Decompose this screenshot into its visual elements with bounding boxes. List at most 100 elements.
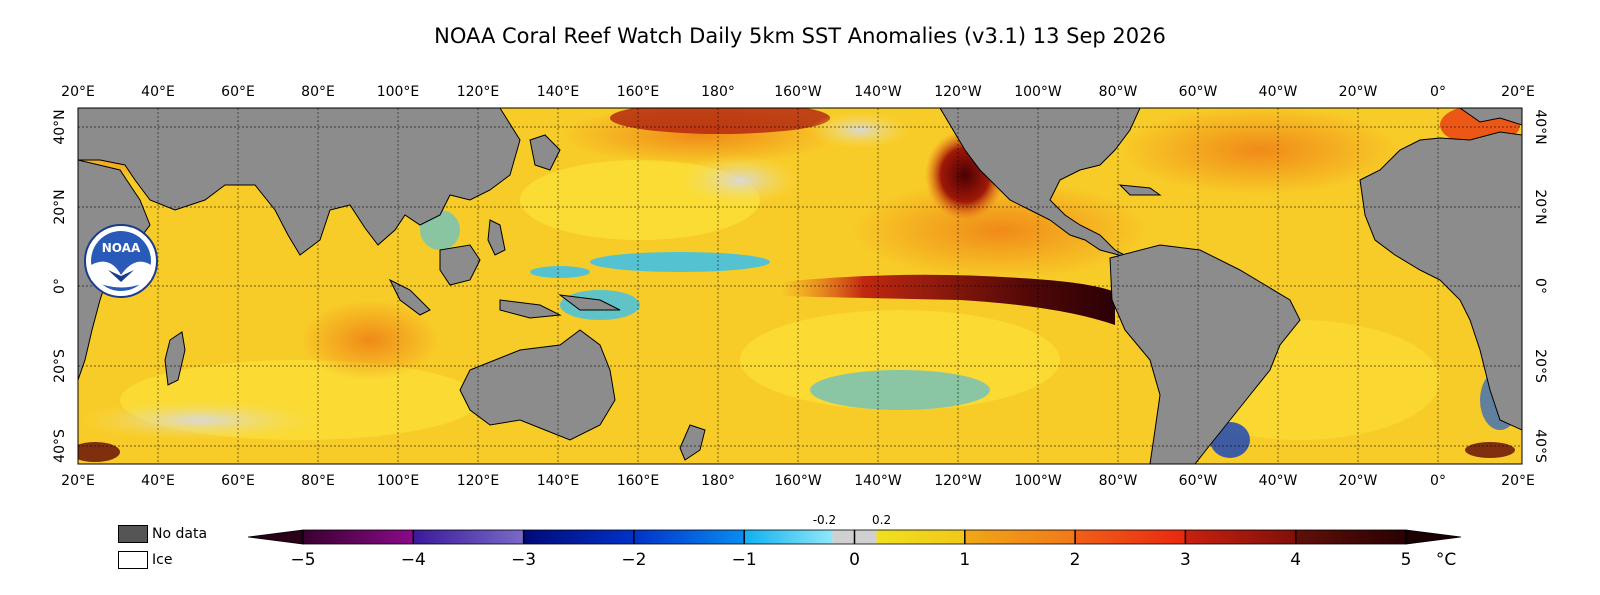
lon-label: 100°E <box>377 473 420 489</box>
colorbar-segment <box>303 530 414 544</box>
lon-label: 140°W <box>854 84 902 100</box>
colorbar-segment <box>1295 530 1406 544</box>
colorbar-segment <box>1075 530 1186 544</box>
lon-label: 40°E <box>141 473 175 489</box>
lat-label: 0° <box>1532 278 1548 294</box>
colorbar-segment <box>1185 530 1296 544</box>
lon-label: 60°E <box>221 473 255 489</box>
lat-labels-left: 40°N 20°N 0° 20°S 40°S <box>52 109 68 463</box>
colorbar-tick-label: −5 <box>290 550 315 570</box>
land-north-america <box>939 108 1141 259</box>
ice-label: Ice <box>152 552 173 568</box>
lat-label: 0° <box>52 278 68 294</box>
colorbar-unit: °C <box>1436 550 1456 570</box>
colorbar-tick-label: −1 <box>732 550 757 570</box>
land-masses <box>78 108 1522 464</box>
colorbar-segment <box>744 530 833 544</box>
lon-label: 0° <box>1430 84 1446 100</box>
lon-label: 180° <box>701 473 735 489</box>
colorbar-tick-label: 1 <box>959 550 970 570</box>
land-africa-europe-east <box>1359 131 1522 431</box>
colorbar-tick-label: 4 <box>1290 550 1301 570</box>
legend: No data Ice <box>118 523 238 575</box>
colorbar-tick-label: −2 <box>621 550 646 570</box>
lat-label: 40°N <box>52 109 68 144</box>
lon-labels-top: 20°E 40°E 60°E 80°E 100°E 120°E 140°E 160°E 180°… <box>61 84 1535 100</box>
colorbar-near-zero-label: -0.2 <box>813 513 836 527</box>
lon-label: 80°W <box>1099 84 1138 100</box>
colorbar-tick-label: −3 <box>511 550 536 570</box>
map-title: NOAA Coral Reef Watch Daily 5km SST Anom… <box>434 24 1166 48</box>
lon-label: 100°W <box>1014 473 1062 489</box>
lon-label: 80°E <box>301 473 335 489</box>
no-data-swatch <box>118 525 148 543</box>
lon-label: 60°W <box>1179 84 1218 100</box>
lon-label: 160°E <box>617 84 660 100</box>
lon-label: 100°W <box>1014 84 1062 100</box>
lat-label: 20°N <box>52 189 68 224</box>
lon-label: 140°E <box>537 84 580 100</box>
lon-label: 20°W <box>1339 84 1378 100</box>
lon-label: 40°W <box>1259 473 1298 489</box>
land-south-america <box>1109 244 1301 464</box>
lon-label: 0° <box>1430 473 1446 489</box>
colorbar: −5 −4 −3 −2 −1 0 1 2 3 4 5 -0.2 0.2 °C <box>247 513 1462 570</box>
lat-label: 40°S <box>1532 429 1548 463</box>
lat-label: 20°N <box>1532 189 1548 224</box>
lat-label: 20°S <box>1532 349 1548 383</box>
lon-label: 120°W <box>934 473 982 489</box>
legend-no-data: No data <box>118 523 238 545</box>
colorbar-low-extend <box>247 529 304 545</box>
land-africa-eurasia-west <box>78 108 521 256</box>
lat-label: 20°S <box>52 349 68 383</box>
lon-label: 160°W <box>774 473 822 489</box>
lon-label: 20°W <box>1339 473 1378 489</box>
colorbar-tick-label: 2 <box>1070 550 1081 570</box>
lon-label: 180° <box>701 84 735 100</box>
lat-labels-right: 40°N 20°N 0° 20°S 40°S <box>1532 109 1548 463</box>
ice-swatch <box>118 551 148 569</box>
lat-label: 40°S <box>52 429 68 463</box>
colorbar-tick-label: 5 <box>1401 550 1412 570</box>
lon-label: 20°E <box>1501 473 1535 489</box>
colorbar-segment <box>633 530 745 544</box>
lon-label: 140°E <box>537 473 580 489</box>
colorbar-near-zero-label: 0.2 <box>872 513 891 527</box>
lon-label: 80°W <box>1099 473 1138 489</box>
lon-label: 140°W <box>854 473 902 489</box>
lon-label: 40°W <box>1259 84 1298 100</box>
lat-label: 40°N <box>1532 109 1548 144</box>
lon-label: 80°E <box>301 84 335 100</box>
colorbar-tick-label: 3 <box>1180 550 1191 570</box>
colorbar-segment <box>413 530 524 544</box>
land-indonesia <box>439 244 481 286</box>
lon-label: 160°W <box>774 84 822 100</box>
lon-label: 60°E <box>221 84 255 100</box>
map-frame <box>77 107 1523 465</box>
lon-label: 120°W <box>934 84 982 100</box>
colorbar-segment <box>523 530 634 544</box>
legend-ice: Ice <box>118 549 238 571</box>
lon-label: 160°E <box>617 473 660 489</box>
colorbar-tick-label: −4 <box>401 550 426 570</box>
graticule <box>78 108 1522 464</box>
colorbar-high-extend <box>1405 529 1462 545</box>
lon-label: 20°E <box>61 473 95 489</box>
lon-label: 100°E <box>377 84 420 100</box>
land-australia <box>459 329 616 441</box>
lon-labels-bottom: 20°E 40°E 60°E 80°E 100°E 120°E 140°E 160°E 180°… <box>61 473 1535 489</box>
colorbar-segment <box>964 530 1076 544</box>
lon-label: 120°E <box>457 84 500 100</box>
no-data-label: No data <box>152 526 208 542</box>
lon-label: 120°E <box>457 473 500 489</box>
lon-label: 20°E <box>1501 84 1535 100</box>
colorbar-tick-label: 0 <box>849 550 860 570</box>
lon-label: 60°W <box>1179 473 1218 489</box>
lon-label: 20°E <box>61 84 95 100</box>
noaa-logo: NOAA <box>84 224 158 298</box>
noaa-logo-text: NOAA <box>102 241 141 255</box>
colorbar-segment <box>876 530 965 544</box>
land-madagascar <box>164 331 186 386</box>
lon-label: 40°E <box>141 84 175 100</box>
